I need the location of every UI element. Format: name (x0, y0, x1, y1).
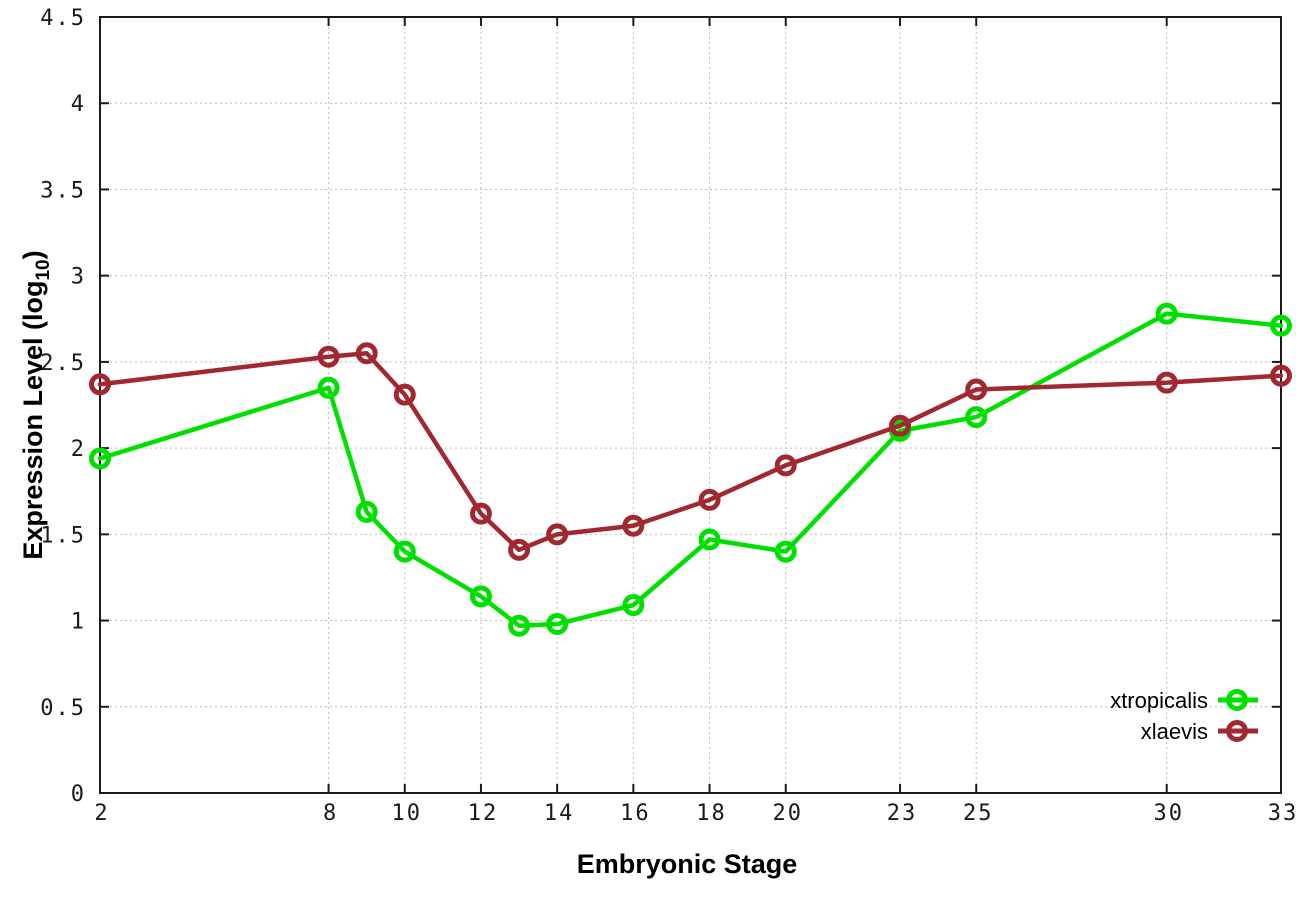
legend: xtropicalis xlaevis (1110, 688, 1258, 744)
data-point-xlaevis (889, 414, 912, 437)
data-point-xtropicalis (317, 376, 340, 399)
data-point-xtropicalis (1270, 314, 1292, 337)
data-point-xtropicalis (698, 528, 721, 551)
data-point-xlaevis (622, 514, 645, 537)
data-point-xtropicalis (546, 613, 569, 636)
y-tick-label: 3.5 (40, 178, 86, 203)
legend-label-xlaevis: xlaevis (1141, 719, 1208, 744)
y-axis-title-suffix: ) (18, 250, 48, 259)
y-axis-title-subscript: 10 (33, 259, 54, 280)
x-tick-label: 20 (772, 801, 803, 826)
data-point-xlaevis (698, 488, 721, 511)
data-point-xtropicalis (965, 406, 988, 429)
y-tick-label: 2 (71, 437, 86, 462)
x-tick-label: 30 (1153, 801, 1184, 826)
data-point-xlaevis (89, 373, 111, 396)
data-point-xlaevis (1155, 371, 1178, 394)
series-line-xtropicalis (97, 311, 1284, 628)
data-point-xlaevis (393, 383, 416, 406)
data-point-xtropicalis (622, 594, 645, 617)
y-tick-label: 2.5 (40, 351, 86, 376)
data-point-xlaevis (355, 342, 378, 365)
y-axis-title: Expression Level (log10) (18, 250, 54, 559)
gridlines (100, 17, 1281, 793)
y-tick-label: 0.5 (40, 696, 86, 721)
y-tick-label: 0 (71, 782, 86, 807)
data-point-xlaevis (546, 523, 569, 546)
x-tick-label: 12 (468, 801, 499, 826)
data-point-xtropicalis (508, 614, 531, 637)
legend-label-xtropicalis: xtropicalis (1110, 688, 1208, 713)
x-tick-label: 16 (620, 801, 651, 826)
data-point-xtropicalis (355, 500, 378, 523)
x-tick-label: 8 (323, 801, 338, 826)
data-series (89, 302, 1292, 637)
data-point-xlaevis (774, 454, 797, 477)
data-point-xtropicalis (393, 540, 416, 563)
x-axis-title: Embryonic Stage (577, 849, 798, 879)
data-point-xtropicalis (1155, 302, 1178, 325)
tick-labels: 0 0.5 1 1.5 2 2.5 3 3.5 4 4.5 2 8 10 12 14 16 18 20 23 25 30… (40, 6, 1296, 826)
x-tick-label: 18 (696, 801, 727, 826)
data-point-xtropicalis (774, 540, 797, 563)
legend-item-xlaevis: xlaevis (1141, 719, 1258, 744)
axes-border-and-ticks (99, 16, 1282, 794)
data-point-xlaevis (317, 345, 340, 368)
x-tick-label: 23 (887, 801, 918, 826)
y-tick-label: 4 (71, 92, 86, 117)
x-tick-label: 14 (544, 801, 575, 826)
legend-item-xtropicalis: xtropicalis (1110, 688, 1258, 713)
y-axis-title-prefix: Expression Level (log (18, 281, 48, 560)
y-tick-label: 4.5 (40, 6, 86, 31)
y-tick-label: 1.5 (40, 523, 86, 548)
x-tick-label: 25 (963, 801, 994, 826)
data-point-xtropicalis (89, 447, 111, 470)
series-line-xlaevis (97, 351, 1284, 553)
x-tick-label: 33 (1268, 801, 1296, 826)
data-point-xlaevis (1270, 364, 1292, 387)
legend-marker-xlaevis (1226, 720, 1248, 742)
data-point-xlaevis (469, 502, 492, 525)
y-tick-label: 3 (71, 265, 86, 290)
legend-marker-xtropicalis (1226, 689, 1248, 711)
x-tick-label: 10 (392, 801, 423, 826)
y-tick-label: 1 (71, 610, 86, 635)
data-point-xtropicalis (469, 585, 492, 608)
data-point-xlaevis (965, 378, 988, 401)
data-point-xlaevis (508, 538, 531, 561)
x-tick-label: 2 (94, 801, 109, 826)
